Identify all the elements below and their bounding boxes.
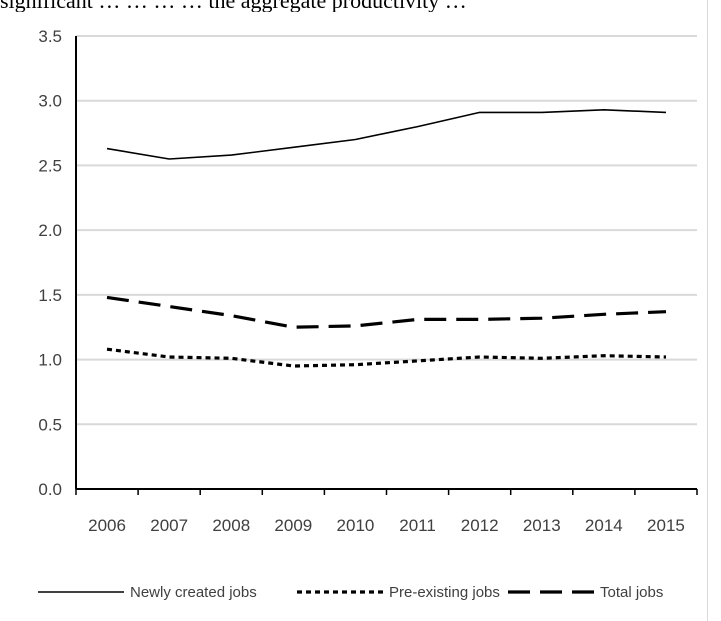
y-tick-label: 2.0	[38, 221, 62, 240]
y-tick-labels: 0.0 0.5 1.0 1.5 2.0 2.5 3.0 3.5	[38, 27, 62, 499]
series-line-newly-created-jobs	[106, 109, 667, 160]
x-tick-label: 2006	[88, 516, 126, 535]
x-tick-label: 2014	[585, 516, 623, 535]
legend-label: Newly created jobs	[130, 584, 257, 601]
x-tick-label: 2011	[399, 516, 436, 535]
x-tick-labels: 2006 2007 2008 2009 2010 2011 2012 2013 2014 2015	[88, 516, 685, 535]
x-tick-label: 2010	[337, 516, 375, 535]
legend-label: Pre-existing jobs	[389, 584, 500, 601]
legend-label: Total jobs	[600, 584, 663, 601]
y-tick-label: 0.5	[38, 415, 62, 434]
y-tick-label: 1.5	[38, 286, 62, 305]
series-line-pre-existing-jobs	[106, 347, 667, 368]
axes	[75, 36, 698, 495]
gridlines	[76, 35, 697, 426]
x-tick-label: 2012	[461, 516, 499, 535]
series-line-total-jobs	[106, 295, 667, 329]
y-tick-label: 1.0	[38, 351, 62, 370]
x-tick-label: 2015	[647, 516, 685, 535]
legend: Newly created jobs Pre-existing jobs Total…	[38, 584, 663, 601]
x-tick-label: 2013	[523, 516, 561, 535]
series-lines	[106, 109, 667, 368]
y-tick-label: 3.5	[38, 27, 62, 46]
frame-border	[707, 0, 708, 621]
cropped-text-line: significant … … … … the aggregate produc…	[0, 0, 721, 12]
y-tick-label: 3.0	[38, 92, 62, 111]
y-tick-label: 2.5	[38, 156, 62, 175]
x-tick-label: 2009	[274, 516, 312, 535]
y-tick-label: 0.0	[38, 480, 62, 499]
x-tick-label: 2008	[212, 516, 250, 535]
x-tick-label: 2007	[150, 516, 188, 535]
